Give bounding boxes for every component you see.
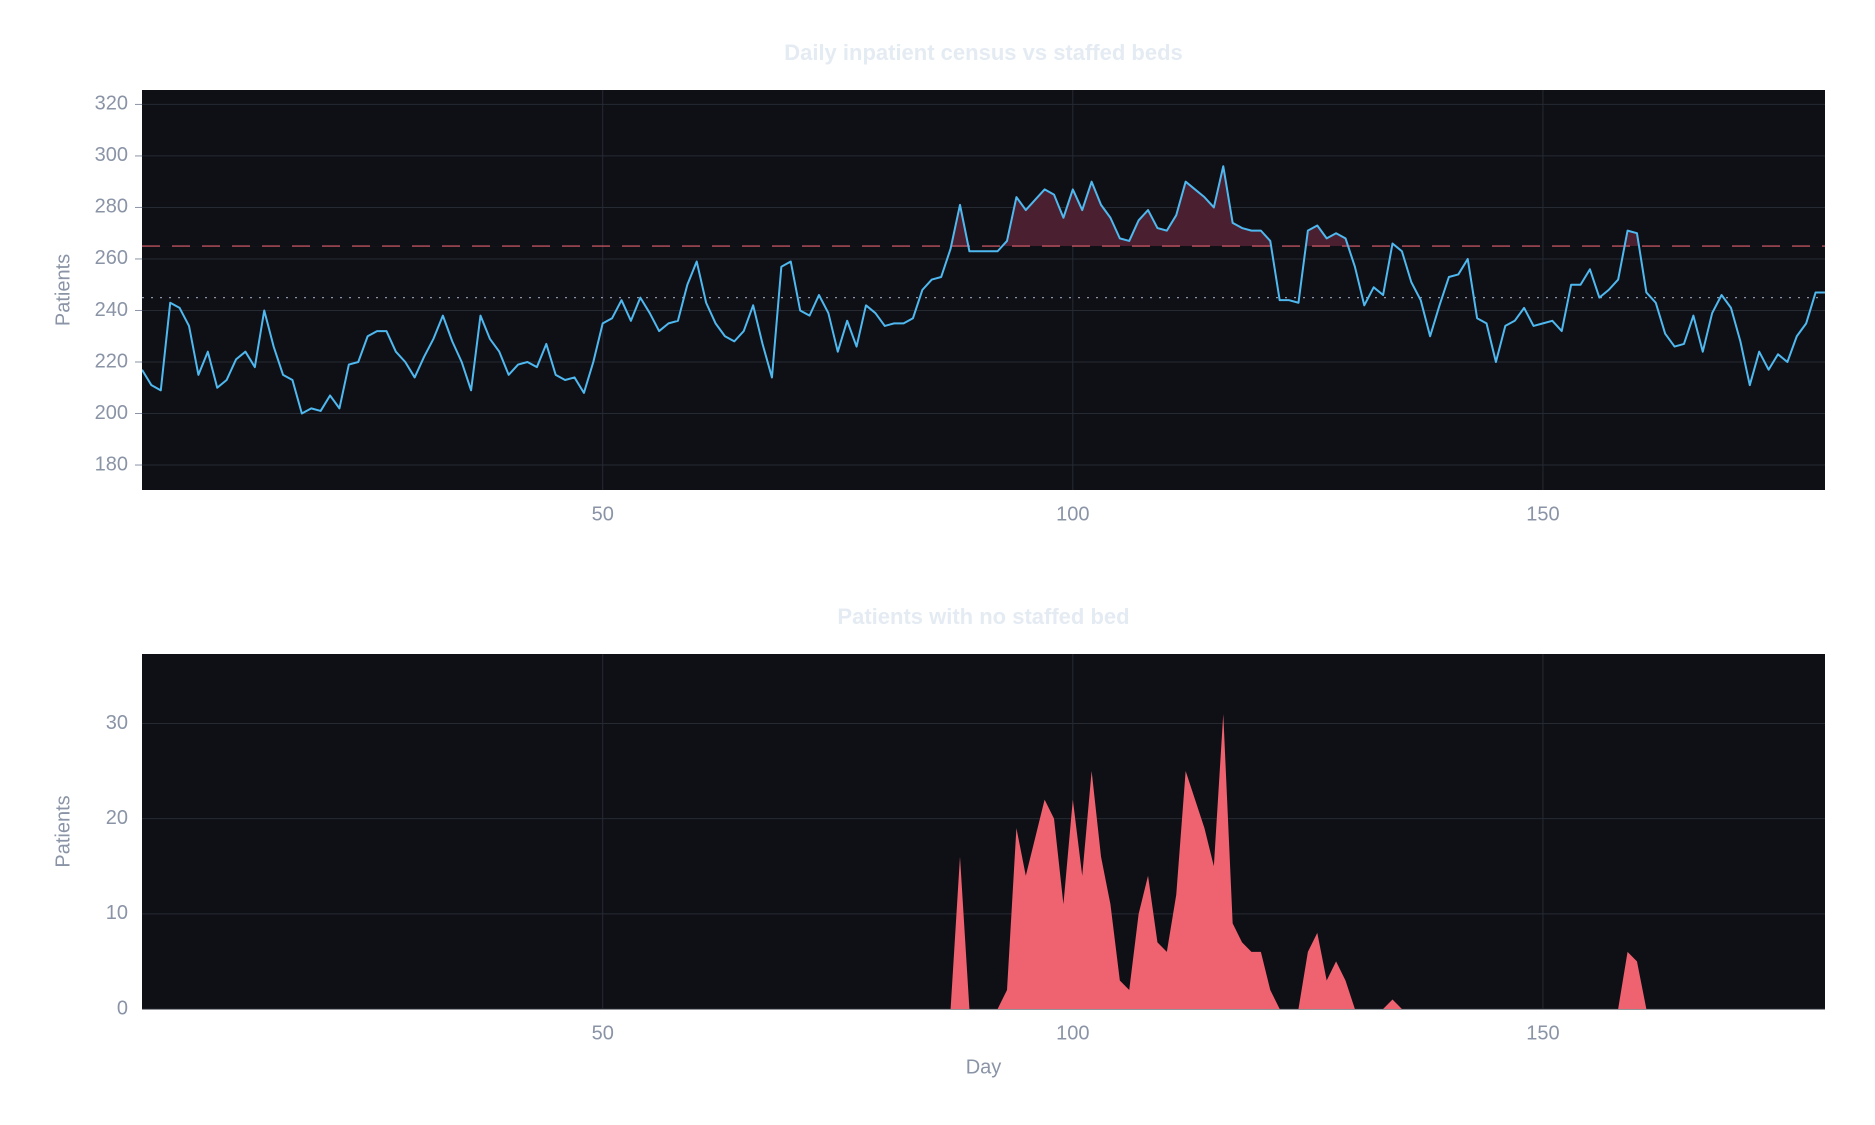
x-tick-label: 100 — [1056, 1022, 1089, 1044]
y-axis-label: Patients — [52, 254, 74, 326]
y-tick-label: 180 — [95, 453, 128, 475]
y-tick-label: 240 — [95, 299, 128, 321]
line — [142, 165, 1825, 415]
y-tick-label: 280 — [95, 196, 128, 218]
y-tick-label: 0 — [117, 997, 128, 1019]
plot-background — [142, 654, 1825, 1009]
chart-title: Patients with no staffed bed — [837, 604, 1129, 629]
y-tick-label: 200 — [95, 402, 128, 424]
x-axis-label: Day — [966, 1056, 1002, 1078]
x-tick-label: 50 — [592, 503, 614, 525]
y-tick-label: 30 — [106, 712, 128, 734]
plot-background — [142, 90, 1825, 490]
y-tick-label: 300 — [95, 144, 128, 166]
x-tick-label: 150 — [1526, 1022, 1559, 1044]
chart-title: Daily inpatient census vs staffed beds — [784, 40, 1183, 65]
y-tick-label: 260 — [95, 247, 128, 269]
y-tick-label: 220 — [95, 350, 128, 372]
x-tick-label: 150 — [1526, 503, 1559, 525]
x-tick-label: 100 — [1056, 503, 1089, 525]
x-tick-label: 50 — [592, 1022, 614, 1044]
plot-area — [142, 165, 1825, 415]
y-tick-label: 320 — [95, 93, 128, 115]
y-tick-label: 20 — [106, 807, 128, 829]
y-axis-label: Patients — [52, 795, 74, 867]
over-capacity-fill — [951, 166, 1640, 247]
y-tick-label: 10 — [106, 902, 128, 924]
